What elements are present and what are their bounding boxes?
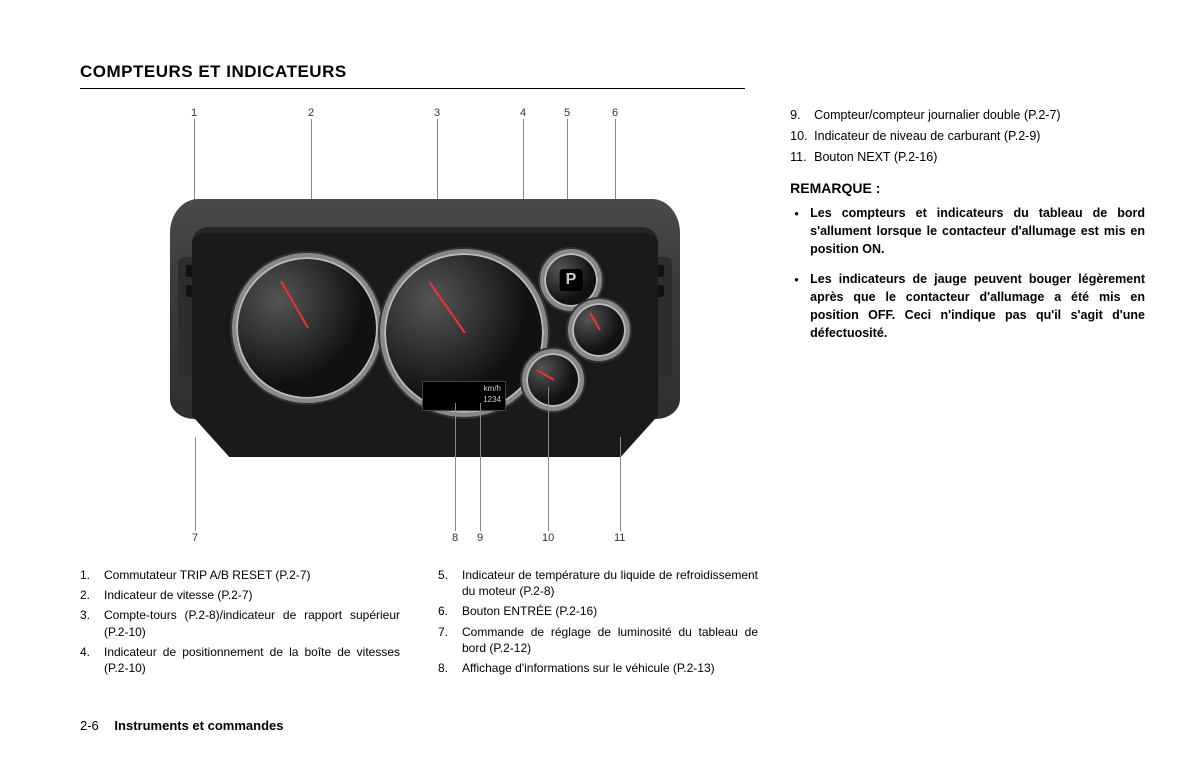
speedometer-gauge (232, 253, 382, 403)
leader (548, 387, 549, 531)
legend-item: 6.Bouton ENTRÉE (P.2-16) (438, 603, 758, 619)
callout-6: 6 (612, 107, 618, 119)
legend-item: 5.Indicateur de température du liquide d… (438, 567, 758, 599)
instrument-figure: 1 2 3 4 5 6 (170, 107, 680, 547)
callout-8: 8 (452, 532, 458, 544)
section-title: COMPTEURS ET INDICATEURS (80, 62, 745, 89)
callout-11: 11 (614, 532, 625, 544)
callout-10: 10 (542, 532, 554, 544)
callout-1: 1 (191, 107, 197, 119)
legend-item: 11.Bouton NEXT (P.2-16) (790, 149, 1145, 166)
legend-col-1: 1.Commutateur TRIP A/B RESET (P.2-7) 2.I… (80, 567, 400, 680)
legend-col-2: 5.Indicateur de température du liquide d… (438, 567, 758, 680)
legend-item: 7.Commande de réglage de luminosité du t… (438, 624, 758, 656)
page-number: 2-6 (80, 718, 99, 733)
bullet-icon: ● (790, 270, 810, 343)
lcd-units: km/h (423, 382, 505, 393)
leader (480, 403, 481, 531)
leader (455, 403, 456, 531)
callout-2: 2 (308, 107, 314, 119)
right-column: 9.Compteur/compteur journalier double (P… (790, 107, 1145, 680)
callout-9: 9 (477, 532, 483, 544)
vehicle-info-display: km/h 1234 (422, 381, 506, 411)
page-footer: 2-6 Instruments et commandes (80, 718, 283, 733)
callout-7: 7 (192, 532, 198, 544)
legend-columns: 1.Commutateur TRIP A/B RESET (P.2-7) 2.I… (80, 567, 760, 680)
fuel-gauge (522, 349, 584, 411)
legend-item: 8.Affichage d'informations sur le véhicu… (438, 660, 758, 676)
leader (195, 437, 196, 531)
coolant-temp-gauge (568, 299, 630, 361)
legend-item: 9.Compteur/compteur journalier double (P… (790, 107, 1145, 124)
remarque-bullet: ● Les indicateurs de jauge peuvent bouge… (790, 270, 1145, 343)
lcd-odometer: 1234 (423, 393, 505, 404)
callout-4: 4 (520, 107, 526, 119)
shift-letter: P (560, 269, 583, 291)
remarque-bullet: ● Les compteurs et indicateurs du tablea… (790, 204, 1145, 258)
section-name: Instruments et commandes (114, 718, 283, 733)
legend-item: 1.Commutateur TRIP A/B RESET (P.2-7) (80, 567, 400, 583)
instrument-cluster: P km/h 1234 (170, 199, 680, 479)
legend-item: 2.Indicateur de vitesse (P.2-7) (80, 587, 400, 603)
leader (620, 437, 621, 531)
bullet-icon: ● (790, 204, 810, 258)
remarque-heading: REMARQUE : (790, 180, 1145, 196)
legend-item: 3.Compte-tours (P.2-8)/indicateur de rap… (80, 607, 400, 639)
legend-item: 10.Indicateur de niveau de carburant (P.… (790, 128, 1145, 145)
callout-3: 3 (434, 107, 440, 119)
callout-5: 5 (564, 107, 570, 119)
legend-item: 4.Indicateur de positionnement de la boî… (80, 644, 400, 676)
